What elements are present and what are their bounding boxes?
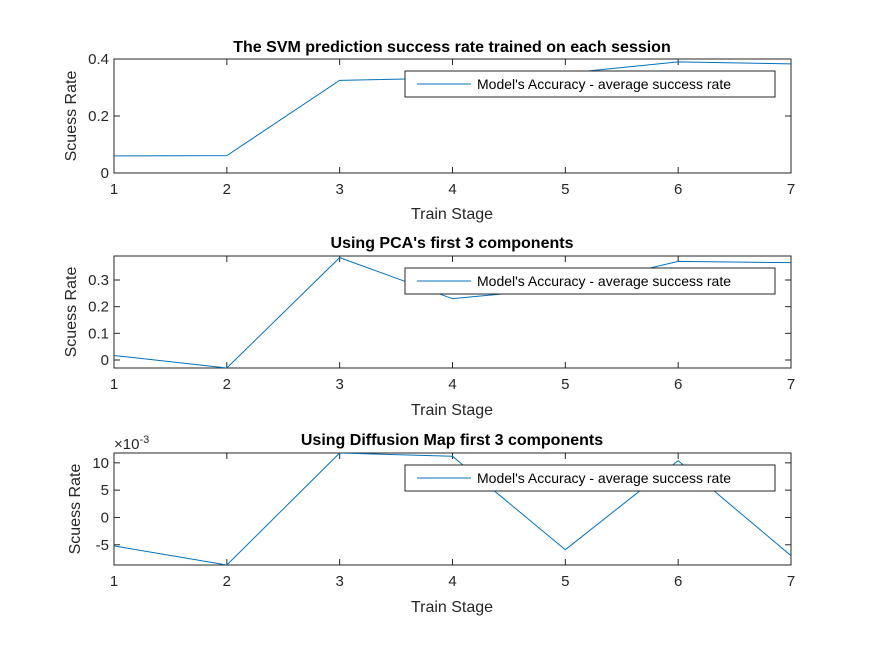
y-tick-label: 5 [101,482,109,499]
subplot-pca: Using PCA's first 3 components Train Sta… [63,235,795,419]
x-tick-label: 1 [110,181,118,198]
y-axis-label: Scuess Rate [67,464,84,555]
y-axis-label: Scuess Rate [63,71,80,162]
x-axis-label: Train Stage [411,402,493,419]
legend-label: Model's Accuracy - average success rate [477,76,731,92]
y-tick-label: 0.3 [88,272,109,289]
x-tick-label: 4 [448,181,456,198]
x-tick-label: 5 [561,376,569,393]
y-tick-label: 0 [101,509,109,526]
y-tick-label: 0.4 [88,51,109,68]
x-tick-label: 2 [223,376,231,393]
legend-label: Model's Accuracy - average success rate [477,273,731,289]
x-tick-label: 7 [787,181,795,198]
y-tick-label: 0.2 [88,299,109,316]
y-tick-label: 10 [92,455,109,472]
x-tick-label: 1 [110,376,118,393]
x-axis-label: Train Stage [411,206,493,223]
x-tick-label: 4 [448,573,456,590]
x-tick-label: 7 [787,376,795,393]
subplot-diffusion-map: Using Diffusion Map first 3 components T… [67,432,795,616]
chart-title: Using PCA's first 3 components [331,235,574,252]
y-axis-label: Scuess Rate [63,267,80,358]
subplot-svm: The SVM prediction success rate trained … [63,39,795,223]
x-tick-label: 3 [335,181,343,198]
series-line [114,257,791,368]
x-tick-label: 2 [223,573,231,590]
x-axis-label: Train Stage [411,599,493,616]
x-tick-label: 6 [674,573,682,590]
x-tick-label: 3 [335,376,343,393]
x-tick-label: 6 [674,376,682,393]
chart-title: The SVM prediction success rate trained … [233,39,670,56]
y-tick-label: 0.2 [88,108,109,125]
x-tick-label: 1 [110,573,118,590]
chart-title: Using Diffusion Map first 3 components [301,432,603,449]
y-tick-label: -5 [96,537,109,554]
x-tick-label: 3 [335,573,343,590]
y-tick-label: 0 [101,352,109,369]
y-axis-exponent: ×10-3 [114,434,149,453]
x-tick-label: 4 [448,376,456,393]
x-tick-label: 5 [561,573,569,590]
legend-label: Model's Accuracy - average success rate [477,470,731,486]
x-tick-label: 5 [561,181,569,198]
y-tick-label: 0.1 [88,325,109,342]
y-axis-exponent-power: -3 [139,434,149,446]
x-tick-label: 7 [787,573,795,590]
x-tick-label: 2 [223,181,231,198]
x-tick-label: 6 [674,181,682,198]
y-tick-label: 0 [101,165,109,182]
y-axis-exponent-base: ×10 [114,436,139,453]
series-line [114,453,791,565]
